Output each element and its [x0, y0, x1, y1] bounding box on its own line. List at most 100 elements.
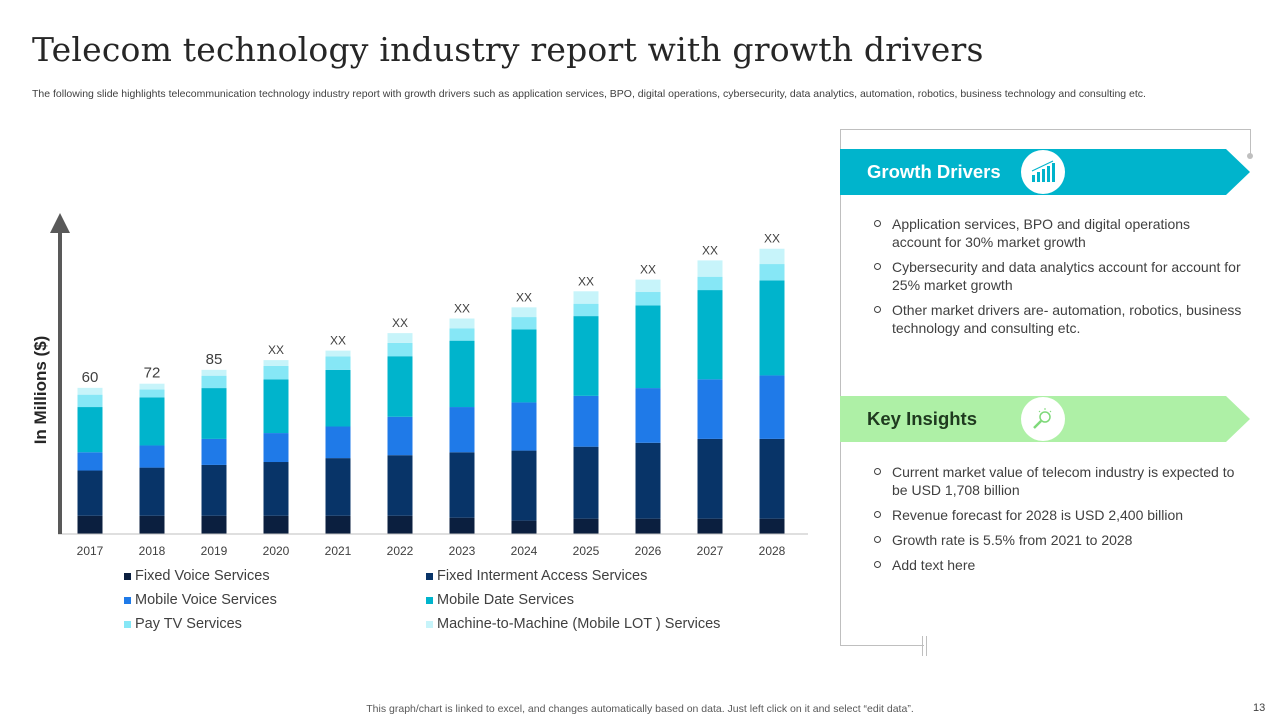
bar-segment-2024-1[interactable]: [511, 450, 537, 521]
bar-segment-2019-3[interactable]: [201, 388, 227, 439]
bar-segment-2028-5[interactable]: [759, 248, 785, 265]
bar-segment-2027-5[interactable]: [697, 260, 723, 277]
bar-segment-2019-5[interactable]: [201, 369, 227, 376]
bar-segment-2021-0[interactable]: [325, 515, 351, 534]
bar-segment-2021-1[interactable]: [325, 458, 351, 516]
bar-segment-2028-1[interactable]: [759, 438, 785, 519]
panel-frame-top: [840, 129, 1250, 130]
bar-segment-2019-1[interactable]: [201, 464, 227, 516]
bar-segment-2022-2[interactable]: [387, 416, 413, 456]
bar-segment-2026-4[interactable]: [635, 292, 661, 306]
bar-segment-2024-4[interactable]: [511, 317, 537, 330]
legend-label: Fixed Interment Access Services: [437, 568, 648, 584]
bar-segment-2017-5[interactable]: [77, 387, 103, 395]
bar-segment-2022-3[interactable]: [387, 356, 413, 417]
bar-segment-2024-5[interactable]: [511, 307, 537, 318]
bullet-circle-icon: [874, 263, 881, 270]
stacked-bar-chart[interactable]: 2017 2018 2019 2020 2021 2022 2023 2024 2025 2026…: [0, 200, 830, 560]
bar-segment-2027-4[interactable]: [697, 276, 723, 291]
bar-segment-2021-4[interactable]: [325, 356, 351, 370]
x-tick-label-2025: 2025: [573, 544, 600, 558]
total-label-2028: XX: [764, 232, 780, 246]
bar-segment-2024-0[interactable]: [511, 520, 537, 534]
bar-segment-2023-3[interactable]: [449, 340, 475, 408]
key-insights-banner: Key Insights: [840, 396, 1250, 442]
bar-segment-2024-2[interactable]: [511, 402, 537, 451]
bar-segment-2026-2[interactable]: [635, 388, 661, 443]
bar-segment-2026-0[interactable]: [635, 518, 661, 534]
bar-segment-2018-2[interactable]: [139, 445, 165, 468]
bar-segment-2019-4[interactable]: [201, 375, 227, 389]
bar-segment-2025-3[interactable]: [573, 316, 599, 396]
bar-segment-2019-2[interactable]: [201, 438, 227, 465]
legend-item[interactable]: Fixed Interment Access Services: [426, 568, 647, 584]
bar-segment-2020-1[interactable]: [263, 462, 289, 516]
bar-segment-2022-4[interactable]: [387, 342, 413, 357]
bar-segment-2023-5[interactable]: [449, 318, 475, 329]
bar-segment-2025-2[interactable]: [573, 395, 599, 447]
bar-segment-2023-4[interactable]: [449, 328, 475, 341]
x-tick-label-2019: 2019: [201, 544, 228, 558]
bar-segment-2020-4[interactable]: [263, 365, 289, 380]
total-label-2018: 72: [144, 365, 161, 382]
bar-segment-2025-1[interactable]: [573, 446, 599, 519]
bar-segment-2025-5[interactable]: [573, 291, 599, 304]
bar-segment-2020-0[interactable]: [263, 515, 289, 534]
panel-frame-right: [1250, 129, 1251, 155]
bar-segment-2025-0[interactable]: [573, 518, 599, 534]
bar-segment-2018-5[interactable]: [139, 383, 165, 390]
bar-segment-2027-2[interactable]: [697, 379, 723, 439]
bar-segment-2018-4[interactable]: [139, 389, 165, 398]
key-insight-text: Current market value of telecom industry…: [892, 464, 1235, 498]
bar-segment-2022-0[interactable]: [387, 515, 413, 534]
bar-segment-2017-1[interactable]: [77, 470, 103, 516]
legend-item[interactable]: Fixed Voice Services: [124, 568, 270, 584]
bar-segment-2027-1[interactable]: [697, 438, 723, 519]
bar-segment-2021-2[interactable]: [325, 426, 351, 459]
bar-segment-2026-5[interactable]: [635, 279, 661, 293]
bar-segment-2017-0[interactable]: [77, 515, 103, 534]
legend-swatch: [124, 596, 131, 604]
legend-swatch: [124, 620, 131, 628]
bar-segment-2021-3[interactable]: [325, 369, 351, 427]
bar-segment-2018-0[interactable]: [139, 515, 165, 534]
bar-segment-2026-3[interactable]: [635, 305, 661, 389]
bar-segment-2020-2[interactable]: [263, 433, 289, 463]
legend-item[interactable]: Mobile Date Services: [426, 592, 574, 608]
growth-driver-item: Application services, BPO and digital op…: [872, 215, 1242, 251]
legend-item[interactable]: Pay TV Services: [124, 616, 242, 632]
growth-driver-text: Other market drivers are- automation, ro…: [892, 302, 1242, 336]
bar-segment-2023-1[interactable]: [449, 452, 475, 518]
bar-segment-2026-1[interactable]: [635, 442, 661, 519]
bar-segment-2028-0[interactable]: [759, 518, 785, 534]
bullet-circle-icon: [874, 536, 881, 543]
bar-segment-2020-5[interactable]: [263, 360, 289, 366]
bar-growth-icon: [1021, 150, 1065, 194]
panel-frame-dot: [1247, 153, 1253, 159]
bar-segment-2017-2[interactable]: [77, 452, 103, 471]
bar-segment-2025-4[interactable]: [573, 303, 599, 317]
bar-segment-2019-0[interactable]: [201, 515, 227, 534]
bar-segment-2023-2[interactable]: [449, 407, 475, 453]
legend-swatch: [426, 596, 433, 604]
bar-segment-2017-4[interactable]: [77, 394, 103, 408]
bar-segment-2024-3[interactable]: [511, 329, 537, 403]
bar-segment-2018-1[interactable]: [139, 467, 165, 516]
bar-segment-2023-0[interactable]: [449, 517, 475, 534]
bar-segment-2021-5[interactable]: [325, 350, 351, 357]
slide-title: Telecom technology industry report with …: [32, 30, 984, 69]
bar-segment-2020-3[interactable]: [263, 379, 289, 434]
bar-segment-2018-3[interactable]: [139, 397, 165, 446]
bar-segment-2028-2[interactable]: [759, 375, 785, 439]
legend-item[interactable]: Mobile Voice Services: [124, 592, 277, 608]
bar-segment-2028-3[interactable]: [759, 280, 785, 376]
bar-segment-2027-3[interactable]: [697, 290, 723, 380]
bar-segment-2028-4[interactable]: [759, 264, 785, 281]
total-label-2022: XX: [392, 316, 408, 330]
bar-segment-2022-5[interactable]: [387, 333, 413, 343]
legend-item[interactable]: Machine-to-Machine (Mobile LOT ) Service…: [426, 616, 720, 632]
bar-segment-2027-0[interactable]: [697, 518, 723, 534]
bar-segment-2017-3[interactable]: [77, 407, 103, 453]
total-label-2024: XX: [516, 290, 532, 304]
bar-segment-2022-1[interactable]: [387, 455, 413, 516]
